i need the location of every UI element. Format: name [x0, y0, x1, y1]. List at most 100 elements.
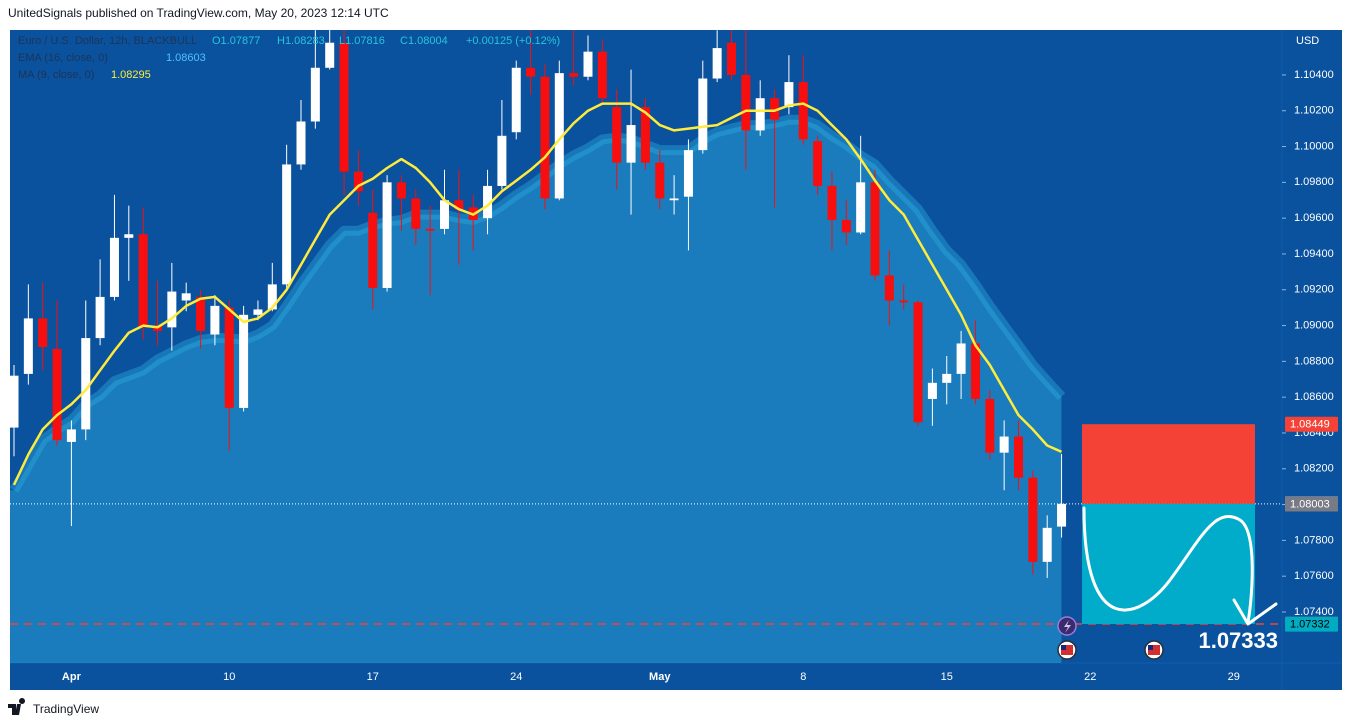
- candle-body: [770, 98, 780, 120]
- flag-stripes: [1061, 645, 1073, 655]
- price-label-box: [1285, 616, 1338, 632]
- candle-body: [942, 373, 952, 383]
- candle-body: [784, 82, 794, 108]
- x-tick-label: 17: [367, 671, 379, 683]
- x-tick-label: 29: [1228, 671, 1240, 683]
- ema-area: [10, 119, 1062, 663]
- candle-body: [569, 73, 579, 77]
- candle-body: [210, 305, 220, 335]
- y-tick-label: 1.08600: [1294, 391, 1334, 403]
- footer-brand: TradingView: [33, 702, 99, 716]
- legend-close: C1.08004: [400, 35, 448, 47]
- candle-body: [181, 293, 191, 301]
- candle-body: [526, 67, 536, 77]
- price-label-box: [1285, 496, 1338, 512]
- candle-body: [741, 74, 751, 131]
- y-tick-label: 1.09200: [1294, 284, 1334, 296]
- x-tick-label: 24: [510, 671, 522, 683]
- candle-body: [411, 198, 421, 229]
- y-tick-label: 1.09400: [1294, 248, 1334, 260]
- flag-stripes: [1148, 645, 1160, 655]
- price-label: 1.08449: [1290, 419, 1330, 431]
- candle-body: [597, 51, 607, 99]
- candle-body: [612, 107, 622, 163]
- candle-body: [109, 237, 119, 297]
- projection-curve: [1082, 506, 1254, 624]
- candle-body: [497, 135, 507, 186]
- candle-body: [282, 164, 292, 285]
- candle-body: [827, 185, 837, 220]
- price-unit: USD: [1296, 35, 1319, 47]
- candle-body: [626, 125, 636, 163]
- candle-body: [1014, 436, 1023, 478]
- ema-band: [10, 114, 1066, 493]
- legend-high: H1.08283: [277, 35, 325, 47]
- symbol-title: Euro / U.S. Dollar, 12h, BLACKBULL: [18, 35, 197, 47]
- indicator-value: 1.08295: [111, 69, 151, 81]
- candle-body: [841, 219, 851, 233]
- overlay: 1.10400 1.10200 1.10000 1.09800 1.09600 1.094…: [62, 69, 1338, 683]
- candle-body: [640, 107, 650, 163]
- candle-body: [382, 182, 392, 288]
- target-zone: [1082, 503, 1255, 624]
- x-tick-label: May: [649, 671, 671, 683]
- candle-body: [38, 318, 48, 348]
- candle-body: [483, 185, 493, 219]
- stop-zone: [1082, 424, 1255, 504]
- candle-body: [1042, 527, 1052, 562]
- price-label-box: [1285, 416, 1338, 432]
- y-tick-label: 1.08200: [1294, 463, 1334, 475]
- candle-body: [124, 234, 134, 238]
- y-tick-label: 1.07800: [1294, 534, 1334, 546]
- candle-body: [239, 314, 249, 408]
- price-label: 1.07332: [1290, 619, 1330, 631]
- x-tick-label: 15: [941, 671, 953, 683]
- candle-body: [655, 162, 665, 199]
- flag-canton: [1148, 645, 1153, 650]
- candle-body: [23, 318, 33, 374]
- candle-body: [353, 171, 363, 192]
- x-tick-label: 22: [1084, 671, 1096, 683]
- x-tick-label: 10: [223, 671, 235, 683]
- candle-body: [1028, 477, 1038, 562]
- indicator-value: 1.08603: [166, 52, 206, 64]
- candle-body: [1057, 503, 1067, 527]
- candle-body: [95, 296, 105, 339]
- candle-body: [440, 200, 449, 229]
- candle-body: [798, 82, 808, 140]
- candle-body: [310, 67, 320, 122]
- candle-body: [396, 182, 406, 199]
- candle-body: [856, 182, 866, 233]
- candle-body: [712, 48, 722, 79]
- y-tick-label: 1.09800: [1294, 176, 1334, 188]
- candle-body: [253, 309, 263, 315]
- indicator-name: MA (9, close, 0): [18, 69, 94, 81]
- candle-body: [540, 76, 550, 199]
- y-tick-label: 1.08800: [1294, 355, 1334, 367]
- candle-body: [425, 228, 435, 231]
- y-tick-label: 1.09000: [1294, 319, 1334, 331]
- candle-body: [296, 121, 306, 165]
- candle-body: [927, 382, 937, 399]
- price-label: 1.08003: [1290, 498, 1330, 510]
- candle-body: [884, 275, 894, 301]
- candle-body: [167, 291, 177, 328]
- y-tick-label: 1.10200: [1294, 105, 1334, 117]
- indicator-name: EMA (16, close, 0): [18, 52, 108, 64]
- projection-arrowhead: [1232, 598, 1278, 626]
- candle-body: [339, 42, 349, 172]
- candle-body: [870, 182, 880, 276]
- candle-body: [913, 302, 923, 423]
- candle-body: [813, 141, 823, 186]
- candle-body: [66, 429, 76, 442]
- candle-body: [511, 67, 521, 133]
- candle-body: [325, 42, 335, 68]
- candle-body: [138, 234, 148, 328]
- y-tick-label: 1.09600: [1294, 212, 1334, 224]
- publish-header: UnitedSignals published on TradingView.c…: [8, 6, 389, 20]
- legend-low: L1.07816: [339, 35, 385, 47]
- candle-body: [755, 98, 765, 131]
- candle-body: [554, 73, 564, 199]
- candle-body: [970, 343, 980, 399]
- candle-body: [224, 307, 234, 408]
